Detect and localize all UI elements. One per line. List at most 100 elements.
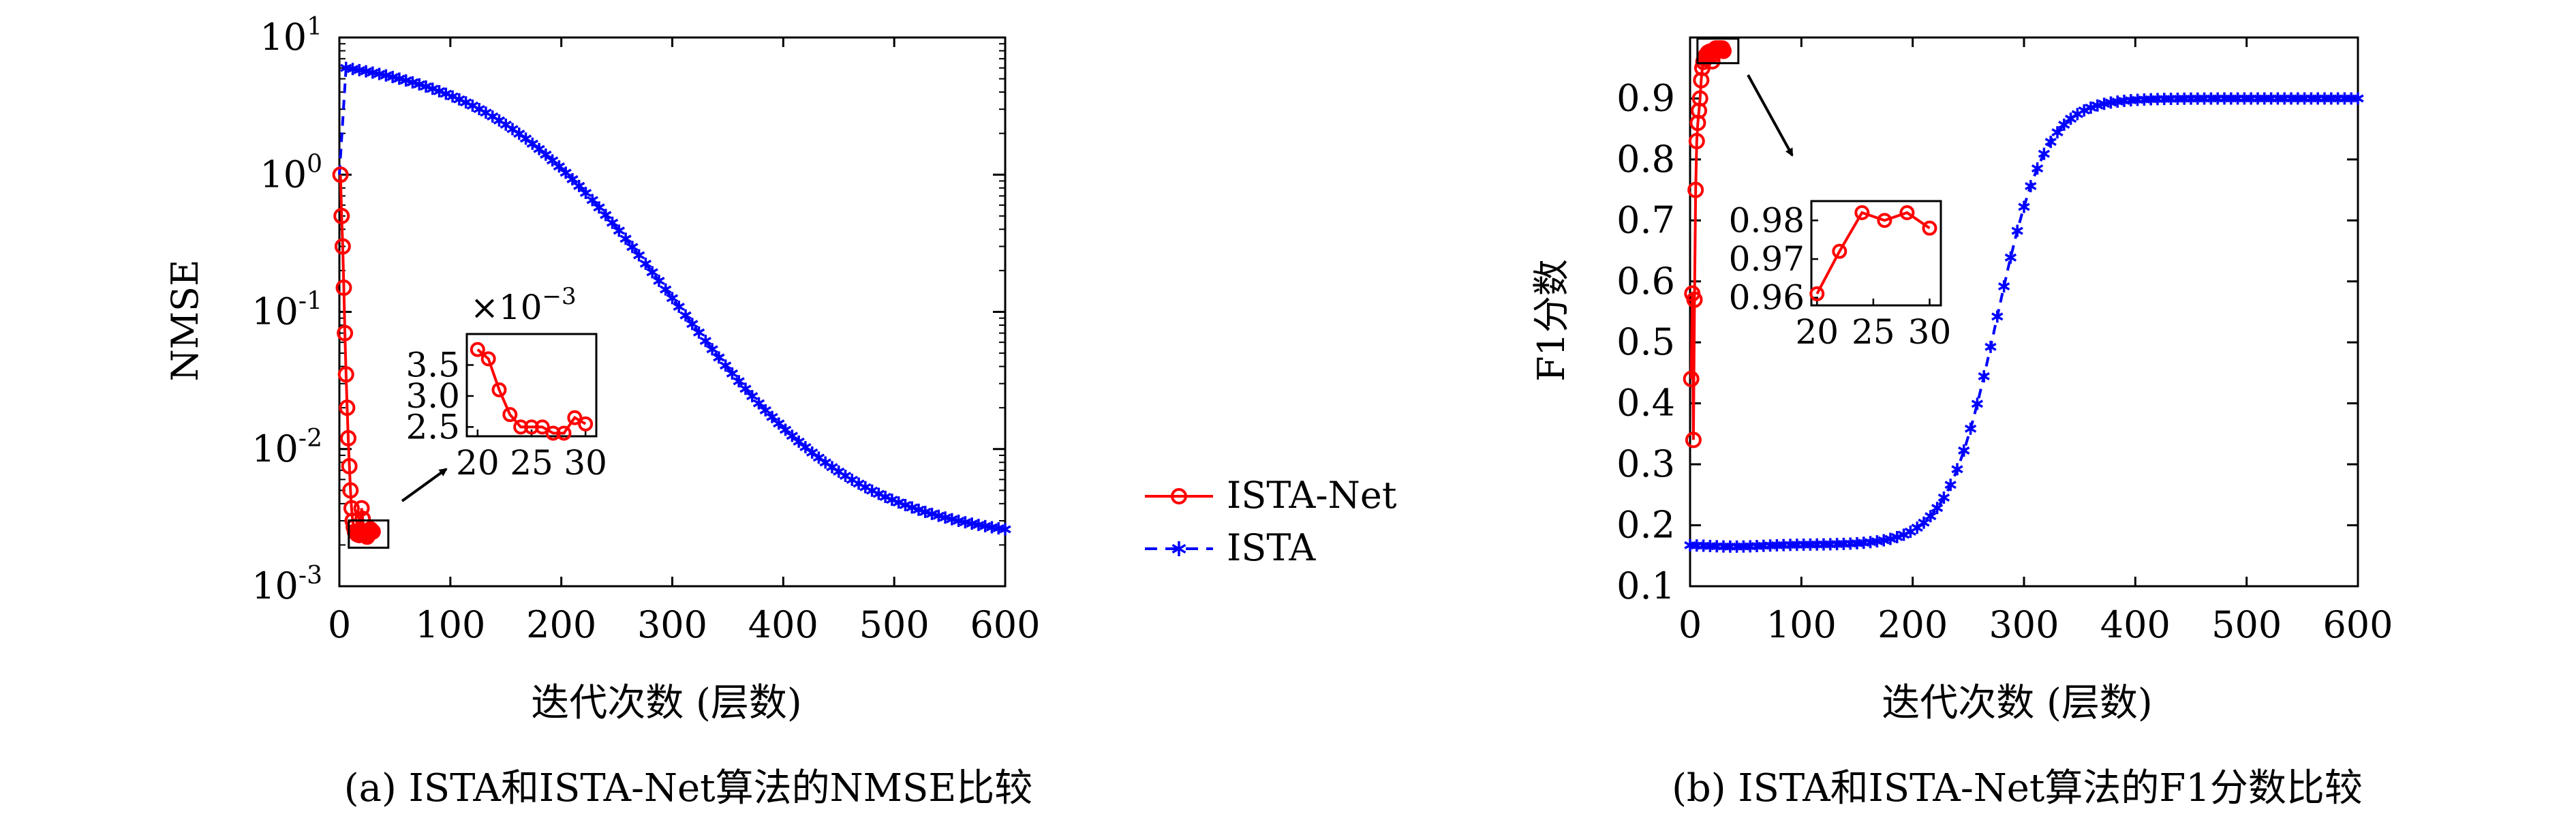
nmse-ista-point xyxy=(673,301,685,314)
nmse-ista-point xyxy=(759,404,771,416)
nmse-inset-xtick-label: 25 xyxy=(510,443,553,483)
nmse-inset-point xyxy=(556,425,572,441)
nmse-ista-point xyxy=(679,309,692,322)
f1-ista-point xyxy=(2004,251,2017,264)
nmse-ista-net-point xyxy=(334,238,351,255)
f1-ista-net-point xyxy=(1685,431,1702,449)
nmse-ista-point xyxy=(660,283,672,296)
f1-zoom-arrow xyxy=(1747,74,1794,157)
nmse-chart: 0 100 200 300 400 500 600 10-3 10-2 10-1 100 101 ×10… xyxy=(164,13,1041,811)
f1-ista-net-point xyxy=(1686,291,1703,308)
nmse-inset-point xyxy=(567,410,583,425)
f1-inset-point xyxy=(1854,205,1870,220)
nmse-ista-point xyxy=(653,274,665,287)
f1-ista-point xyxy=(2018,200,2030,213)
nmse-ista-point xyxy=(626,241,639,254)
nmse-ista-point xyxy=(400,74,412,87)
nmse-xtick-label: 100 xyxy=(415,603,485,646)
nmse-ista-point xyxy=(646,266,658,279)
f1-inset-ytick-label: 0.97 xyxy=(1729,239,1805,279)
nmse-ista-net-point xyxy=(337,366,354,383)
nmse-ytick-label: 100 xyxy=(260,150,322,196)
nmse-xtick-label: 400 xyxy=(748,603,818,646)
f1-ista-point xyxy=(1925,510,1937,523)
f1-ista-net-point xyxy=(1688,133,1705,150)
nmse-ista-point xyxy=(692,326,705,339)
f1-ytick-label: 0.8 xyxy=(1616,138,1675,181)
nmse-ylabel: NMSE xyxy=(164,260,206,382)
f1-xtick-label: 200 xyxy=(1877,603,1948,646)
legend-marker-ista xyxy=(1171,541,1186,556)
nmse-ista-point xyxy=(606,216,619,229)
f1-ytick-label: 0.6 xyxy=(1616,260,1675,303)
f1-ista-point xyxy=(2085,101,2097,114)
f1-ista-point xyxy=(2031,162,2044,175)
nmse-ista-point xyxy=(619,232,632,245)
f1-ytick-label: 0.5 xyxy=(1616,320,1675,363)
nmse-ista-point xyxy=(666,292,679,305)
f1-ista-point xyxy=(1931,502,1944,515)
f1-xtick-label: 400 xyxy=(2100,603,2171,646)
nmse-inset-point xyxy=(545,425,561,441)
nmse-inset-exponent: ×10−3 xyxy=(470,283,577,327)
nmse-inset-point xyxy=(534,419,550,435)
nmse-ista-point xyxy=(906,501,918,514)
nmse-ytick-label: 10-1 xyxy=(251,288,322,333)
nmse-inset-point xyxy=(578,416,594,431)
f1-ista-point xyxy=(1944,479,1957,491)
nmse-xtick-label: 300 xyxy=(637,603,707,646)
nmse-ista-net-point xyxy=(339,399,356,416)
f1-ista-point xyxy=(1884,532,1897,545)
nmse-ista-point xyxy=(773,417,785,430)
nmse-ista-net-point xyxy=(342,482,359,499)
f1-ista-point xyxy=(2091,99,2104,112)
nmse-ytick-label: 101 xyxy=(260,13,322,59)
f1-ista-point xyxy=(2044,136,2057,149)
nmse-ista-point xyxy=(779,423,792,436)
nmse-ista-point xyxy=(919,505,932,518)
nmse-ista-point xyxy=(493,114,506,127)
f1-inset-xtick-label: 25 xyxy=(1852,312,1895,352)
nmse-ista-point xyxy=(613,224,626,237)
nmse-ista-point xyxy=(553,160,566,173)
f1-ytick-label: 0.4 xyxy=(1616,382,1675,425)
f1-ista-point xyxy=(1937,491,1950,504)
f1-inset-xtick-label: 30 xyxy=(1908,312,1952,352)
f1-ytick-label: 0.3 xyxy=(1616,442,1675,485)
nmse-inset-point xyxy=(524,419,539,435)
nmse-ista-point xyxy=(746,390,758,403)
f1-inset-point xyxy=(1809,286,1825,301)
f1-xtick-label: 100 xyxy=(1766,603,1837,646)
nmse-ista-net-point xyxy=(364,523,381,540)
f1-ista-net-point xyxy=(1715,42,1732,59)
f1-ytick-label: 0.7 xyxy=(1616,198,1675,241)
f1-ytick-label: 0.9 xyxy=(1616,76,1675,119)
nmse-ista-point xyxy=(699,335,712,348)
nmse-xlabel: 迭代次数 (层数) xyxy=(531,681,802,725)
nmse-ista-point xyxy=(799,441,812,454)
f1-xtick-label: 300 xyxy=(1989,603,2059,646)
f1-inset-series-line xyxy=(1815,211,1931,294)
f1-ista-point xyxy=(1971,397,1984,410)
f1-ista-point xyxy=(1978,369,1990,382)
nmse-inset-ytick-label: 3.5 xyxy=(405,345,460,384)
nmse-ista-point xyxy=(586,194,598,207)
nmse-ista-point xyxy=(766,410,778,423)
f1-ista-point xyxy=(1984,340,1997,353)
nmse-ista-net-point xyxy=(335,279,352,297)
f1-ytick-label: 0.1 xyxy=(1616,564,1675,607)
nmse-ista-point xyxy=(713,351,725,364)
nmse-ista-point xyxy=(600,209,612,222)
f1-ylabel: F1分数 xyxy=(1530,259,1573,382)
nmse-ista-point xyxy=(639,257,652,270)
nmse-xtick-label: 0 xyxy=(328,603,351,646)
f1-plot-area: 0 100 200 300 400 500 600 0.1 0.2 0.3 0.4 0.5 0.6 0.7… xyxy=(1616,36,2393,646)
f1-xtick-label: 0 xyxy=(1678,603,1702,646)
nmse-ista-net-point xyxy=(332,166,349,183)
f1-ista-point xyxy=(2051,126,2064,139)
nmse-ista-point xyxy=(999,523,1011,536)
nmse-ista-point xyxy=(686,318,699,331)
nmse-ista-point xyxy=(427,82,439,95)
nmse-ista-net-point xyxy=(337,324,354,342)
nmse-ista-net-point xyxy=(340,429,357,446)
